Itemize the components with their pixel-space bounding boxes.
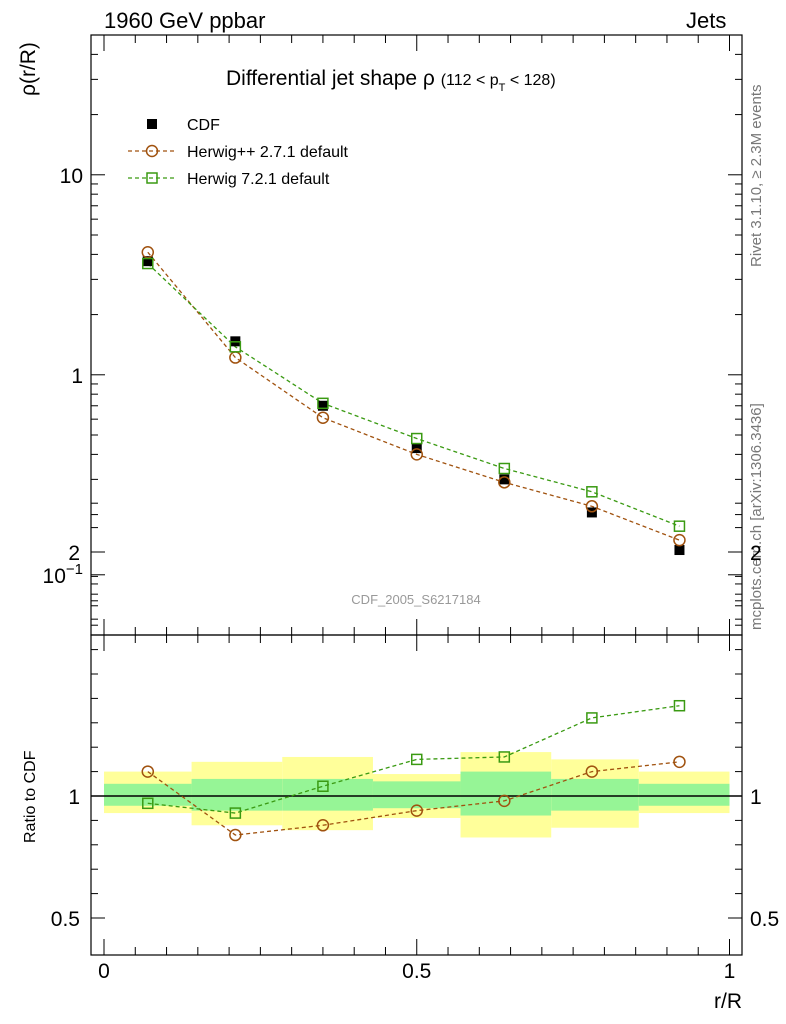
ratio-y-tick-label-left: 0.5 [51,908,80,931]
data-point-herwigpp [585,765,599,778]
band-green-bin [551,778,639,811]
data-point-cdf [499,474,510,485]
axis-and-title-text: 10−1 1 10 0.5 0.5 1 1 2 2 0 0.5 1 r/R Differential je… [43,67,780,1013]
data-point-herwig7 [229,807,242,819]
data-point-herwig7 [317,780,329,792]
data-point-cdf [674,545,685,556]
band-green-bin [372,781,461,809]
data-point-cdf [147,119,157,129]
data-point-herwig7 [317,397,329,410]
legend-label: CDF [187,117,220,134]
x-axis-label: r/R [714,990,742,1013]
ratio-y-tick-label-left: 2 [68,542,80,565]
band-green-bin [638,783,730,806]
data-point-herwig7 [586,486,598,498]
ratio-y-tick-label-right: 1 [750,786,762,809]
ratio-y-tick-label-right: 0.5 [750,908,779,931]
data-point-herwig7 [229,341,242,353]
data-point-herwigpp [229,828,242,842]
series-markers [141,245,686,842]
header-right: Jets [686,8,727,33]
data-point-herwigpp [673,533,686,547]
data-point-cdf [142,256,153,267]
data-point-herwigpp [410,804,423,817]
data-point-herwig7 [586,712,598,724]
data-point-cdf [317,400,328,411]
main-series-line [147,251,680,541]
data-point-herwig7 [673,699,686,712]
data-point-herwig7 [142,797,154,810]
data-point-herwigpp [585,500,599,513]
band-green-bin [460,771,552,816]
main-y-tick-label: 10 [60,165,83,188]
data-point-cdf [411,443,422,454]
data-point-herwigpp [141,765,155,778]
band-green-bin [191,778,283,811]
analysis-watermark: CDF_2005_S6217184 [351,592,480,607]
data-point-herwig7 [673,520,686,532]
data-point-herwigpp [498,476,511,489]
data-point-herwigpp [410,448,423,461]
data-point-herwigpp [316,819,330,832]
band-green-bin [104,783,192,806]
data-point-herwig7 [146,172,158,184]
x-tick-label: 1 [724,960,736,983]
ratio-y-tick-label-right: 2 [750,542,762,565]
data-point-herwig7 [498,751,511,763]
header-left: 1960 GeV ppbar [104,8,266,33]
ratio-uncertainty-bands [104,752,730,838]
data-point-herwig7 [411,753,423,766]
data-point-herwigpp [673,755,686,769]
main-y-tick-label: 1 [71,365,83,388]
data-point-herwigpp [498,794,511,808]
legend: CDF Herwig++ 2.7.1 default Herwig 7.2.1 de… [128,117,349,188]
data-point-herwig7 [498,462,511,475]
data-point-herwig7 [142,257,154,270]
chart-title: Differential jet shape ρ (112 < pT < 128… [226,67,556,94]
x-tick-label: 0.5 [402,960,431,983]
legend-label: Herwig++ 2.7.1 default [187,144,349,161]
x-tick-label: 0 [98,960,110,983]
data-point-herwig7 [411,432,423,445]
data-point-herwigpp [141,245,155,259]
main-series-line [147,263,680,527]
legend-label: Herwig 7.2.1 default [187,171,330,188]
data-point-herwigpp [145,144,159,158]
data-point-herwigpp [316,411,330,424]
axis-ticks [91,34,742,955]
series-lines [147,251,680,836]
ratio-series-line [147,761,680,836]
ratio-y-tick-label-left: 1 [68,786,80,809]
main-y-tick-label: 10−1 [43,561,83,588]
